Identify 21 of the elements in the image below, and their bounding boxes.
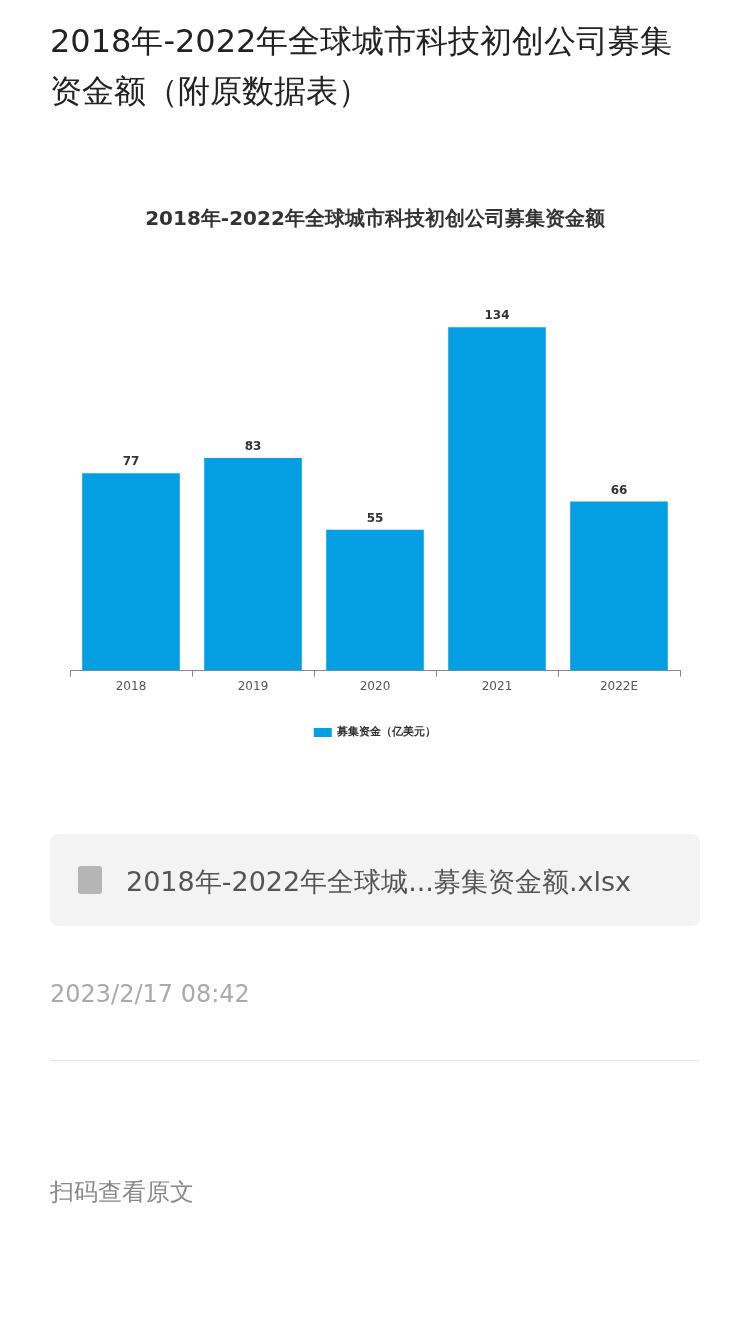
x-tick-label: 2018 [115, 678, 147, 693]
bar [82, 473, 180, 671]
legend-label: 募集资金（亿美元） [336, 725, 437, 739]
x-tick-label: 2021 [481, 678, 513, 693]
bar [326, 529, 424, 671]
bar [570, 501, 668, 671]
bar [448, 327, 546, 671]
data-label: 83 [244, 439, 262, 454]
data-label: 55 [366, 510, 384, 525]
x-tick-label: 2020 [359, 678, 391, 693]
chart-title: 2018年-2022年全球城市科技初创公司募集资金额 [145, 206, 606, 231]
data-label: 77 [122, 454, 140, 469]
data-label: 66 [610, 482, 628, 497]
text: 扫码查看原文 [50, 1177, 194, 1208]
text: 2018年-2022年全球城市科技初创公司募集资金额（附原数据表） [50, 21, 674, 112]
bar [204, 458, 302, 671]
text: 2018年-2022年全球城...募集资金额.xlsx [126, 865, 632, 899]
x-tick-label: 2022E [599, 678, 639, 693]
text: 2023/2/17 08:42 [50, 980, 250, 1008]
x-tick-label: 2019 [237, 678, 269, 693]
data-label: 134 [484, 308, 510, 323]
